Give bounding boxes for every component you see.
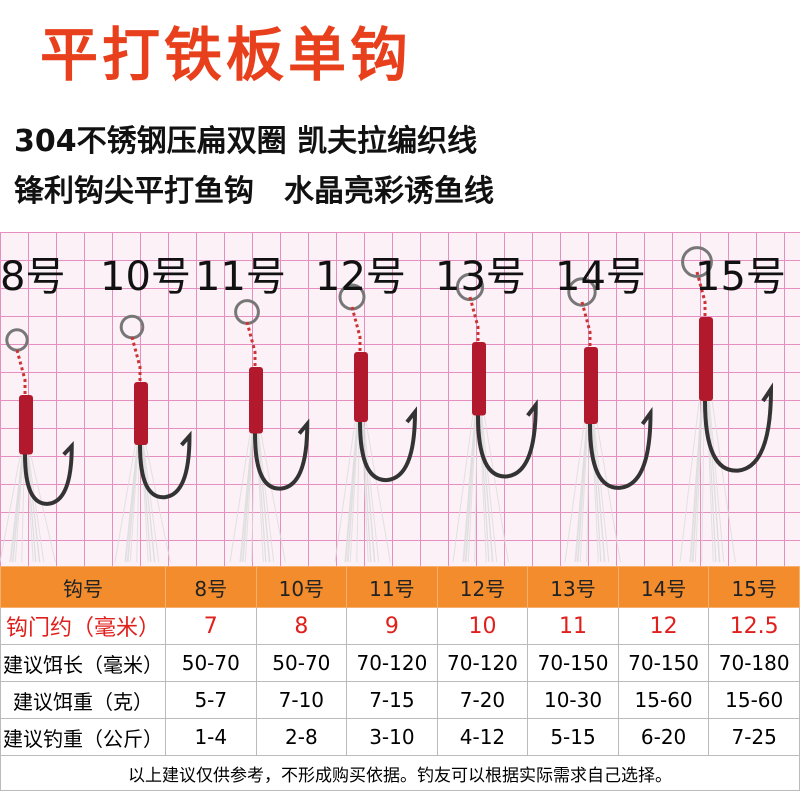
- table-cell: 50-70: [165, 644, 257, 682]
- table-cell: 建议饵长（毫米）: [0, 644, 166, 682]
- table-cell: 4-12: [436, 718, 529, 756]
- braid: [350, 306, 362, 352]
- hooks-illustration: [0, 246, 774, 563]
- table-cell: 8: [255, 607, 348, 645]
- feature: 304不锈钢压扁双圈 凯夫拉编织线: [14, 124, 478, 159]
- table-cell: 5-7: [165, 681, 257, 719]
- shank-wrap: [472, 342, 486, 416]
- table-cell: 70-180: [708, 644, 800, 682]
- table-row: 建议钓重（公斤） 1-4 2-8 3-10 4-12 5-15 6-20 7-25: [0, 718, 800, 756]
- table-cell: 2-8: [255, 718, 348, 756]
- table-cell: 10-30: [527, 681, 619, 719]
- table-cell: 建议钓重（公斤）: [0, 718, 166, 756]
- ring: [567, 277, 597, 307]
- table-cell: 14号: [617, 566, 710, 608]
- table-cell: 12号: [436, 566, 529, 608]
- table-cell: 15-60: [617, 681, 710, 719]
- title: 平打铁板单钩: [40, 21, 413, 89]
- braid: [468, 296, 480, 342]
- table-row: 建议饵重（克） 5-7 7-10 7-15 7-20 10-30 15-60 15-60: [0, 681, 800, 719]
- table-cell: 70-120: [436, 644, 529, 682]
- table-row: 建议饵长（毫米） 50-70 50-70 70-120 70-120 70-150 70-1…: [0, 644, 800, 682]
- table-cell: 7-25: [708, 718, 800, 756]
- braid: [130, 336, 142, 382]
- table-cell: 7-15: [346, 681, 438, 719]
- table-cell: 建议饵重（克）: [0, 681, 166, 719]
- table-cell: 6-20: [617, 718, 710, 756]
- table-cell: 5-15: [527, 718, 619, 756]
- table-cell: 3-10: [346, 718, 438, 756]
- table-row: 钩门约（毫米） 7 8 9 10 11 12 12.5: [0, 607, 800, 645]
- ring: [681, 246, 713, 278]
- size-label: 8号: [0, 254, 66, 300]
- table-cell: 钩号: [0, 566, 166, 608]
- table-cell: 12: [617, 607, 710, 645]
- table-cell: 11号: [346, 566, 438, 608]
- shank-wrap: [19, 395, 33, 455]
- table-cell: 7-10: [255, 681, 348, 719]
- table-cell: 以上建议仅供参考，不形成购买依据。钓友可以根据实际需求自己选择。: [0, 755, 800, 791]
- table-cell: 7: [165, 607, 257, 645]
- table-cell: 10号: [255, 566, 348, 608]
- shank-wrap: [699, 317, 713, 401]
- hook: [23, 440, 74, 506]
- hook: [476, 399, 538, 479]
- hook: [588, 406, 653, 490]
- shank-wrap: [354, 352, 368, 422]
- hook: [703, 382, 774, 473]
- table-cell: 15号: [708, 566, 800, 608]
- table-row: 钩号 8号 10号 11号 12号 13号 14号 15号: [0, 566, 800, 608]
- table-cell: 8号: [165, 566, 257, 608]
- hook: [138, 430, 192, 500]
- table-cell: 10: [436, 607, 529, 645]
- table-cell: 50-70: [255, 644, 348, 682]
- table-cell: 12.5: [708, 607, 800, 645]
- ring: [119, 314, 145, 340]
- size-label: 13号: [435, 254, 526, 300]
- table-cell: 70-150: [527, 644, 619, 682]
- size-label: 11号: [195, 254, 286, 300]
- size-label: 15号: [695, 254, 786, 300]
- table-cell: 1-4: [165, 718, 257, 756]
- size-label: 14号: [555, 254, 646, 300]
- table-cell: 70-150: [617, 644, 710, 682]
- ring: [5, 328, 29, 352]
- shank-wrap: [249, 367, 263, 434]
- table-cell: 70-120: [346, 644, 438, 682]
- braid: [580, 301, 592, 347]
- table-row: 以上建议仅供参考，不形成购买依据。钓友可以根据实际需求自己选择。: [0, 755, 800, 791]
- table-cell: 7-20: [436, 681, 529, 719]
- braid: [695, 271, 707, 317]
- table-cell: 11: [527, 607, 619, 645]
- size-label: 12号: [315, 254, 406, 300]
- hook: [253, 418, 310, 491]
- spec-table: 钩号 8号 10号 11号 12号 13号 14号 15号 钩门约（毫米） 7 8 9 10 11 12 12…: [0, 566, 800, 791]
- size-label: 10号: [100, 254, 191, 300]
- braid: [245, 321, 257, 367]
- table-cell: 9: [346, 607, 438, 645]
- shank-wrap: [584, 347, 598, 424]
- shank-wrap: [134, 382, 148, 445]
- braid: [15, 349, 27, 395]
- table-cell: 钩门约（毫米）: [0, 607, 166, 645]
- table-cell: 13号: [527, 566, 619, 608]
- table-cell: 15-60: [708, 681, 800, 719]
- feature: 锋利钩尖平打鱼钩 水晶亮彩诱鱼线: [14, 174, 494, 209]
- hook: [358, 406, 418, 483]
- ring: [234, 299, 260, 325]
